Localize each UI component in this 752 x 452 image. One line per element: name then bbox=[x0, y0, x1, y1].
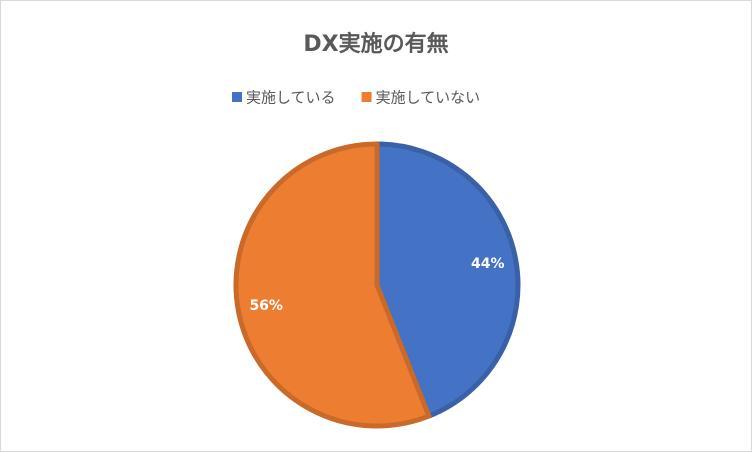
legend-swatch bbox=[232, 92, 242, 102]
legend-label: 実施している bbox=[246, 89, 336, 107]
data-label: 44% bbox=[471, 256, 505, 272]
legend-label: 実施していない bbox=[376, 89, 481, 107]
data-label: 56% bbox=[249, 298, 283, 314]
pie-slice bbox=[374, 141, 521, 419]
pie-slice bbox=[233, 141, 432, 429]
chart-title: DX実施の有無 bbox=[303, 31, 448, 57]
legend-swatch bbox=[361, 92, 372, 102]
